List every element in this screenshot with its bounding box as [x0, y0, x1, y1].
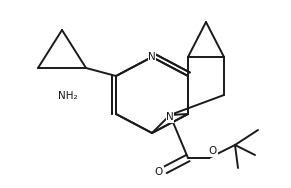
Text: O: O [155, 167, 163, 177]
Text: O: O [209, 146, 217, 156]
Text: N: N [148, 52, 156, 62]
Text: NH₂: NH₂ [58, 91, 78, 101]
Text: N: N [166, 112, 174, 122]
